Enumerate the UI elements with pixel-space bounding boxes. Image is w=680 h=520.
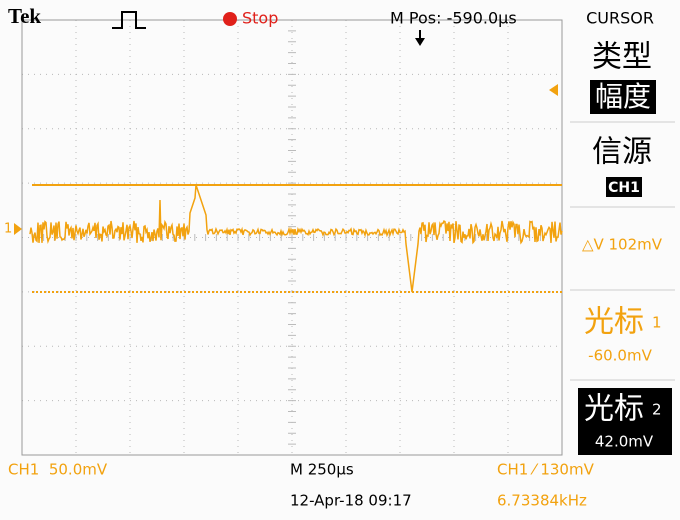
cursor-value: 42.0mV — [595, 433, 654, 451]
menu-value[interactable]: 幅度 — [595, 80, 651, 113]
scope-screen: 1 Tek Stop M Pos: -590.0µs CURSOR 类型 幅度 … — [0, 0, 680, 520]
delta-readout: △V 102mV — [582, 236, 663, 254]
frequency: 6.73384kHz — [497, 492, 587, 510]
page: 1 Tek Stop M Pos: -590.0µs CURSOR 类型 幅度 … — [0, 0, 680, 520]
horizontal-position: M Pos: -590.0µs — [390, 9, 517, 28]
time-scale: M 250µs — [290, 461, 354, 479]
datetime: 12-Apr-18 09:17 — [290, 492, 412, 510]
menu-label[interactable]: 类型 — [592, 40, 652, 75]
cursor-value: -60.0mV — [588, 347, 652, 365]
cursor-label[interactable]: 光标 — [584, 305, 644, 340]
cursor-number[interactable]: 1 — [652, 314, 662, 332]
status-dot — [223, 12, 237, 26]
menu-value[interactable]: CH1 — [608, 180, 640, 196]
brand: Tek — [8, 4, 41, 28]
menu-label[interactable]: 信源 — [592, 135, 652, 170]
channel-scale: CH1 50.0mV — [8, 461, 108, 479]
channel-marker: 1 — [4, 222, 12, 237]
cursor-label[interactable]: 光标 — [584, 392, 644, 427]
menu-title: CURSOR — [586, 9, 654, 28]
run-status: Stop — [242, 9, 278, 28]
cursor-number[interactable]: 2 — [652, 401, 662, 419]
trigger-setting: CH1 ⁄ 130mV — [497, 461, 595, 479]
